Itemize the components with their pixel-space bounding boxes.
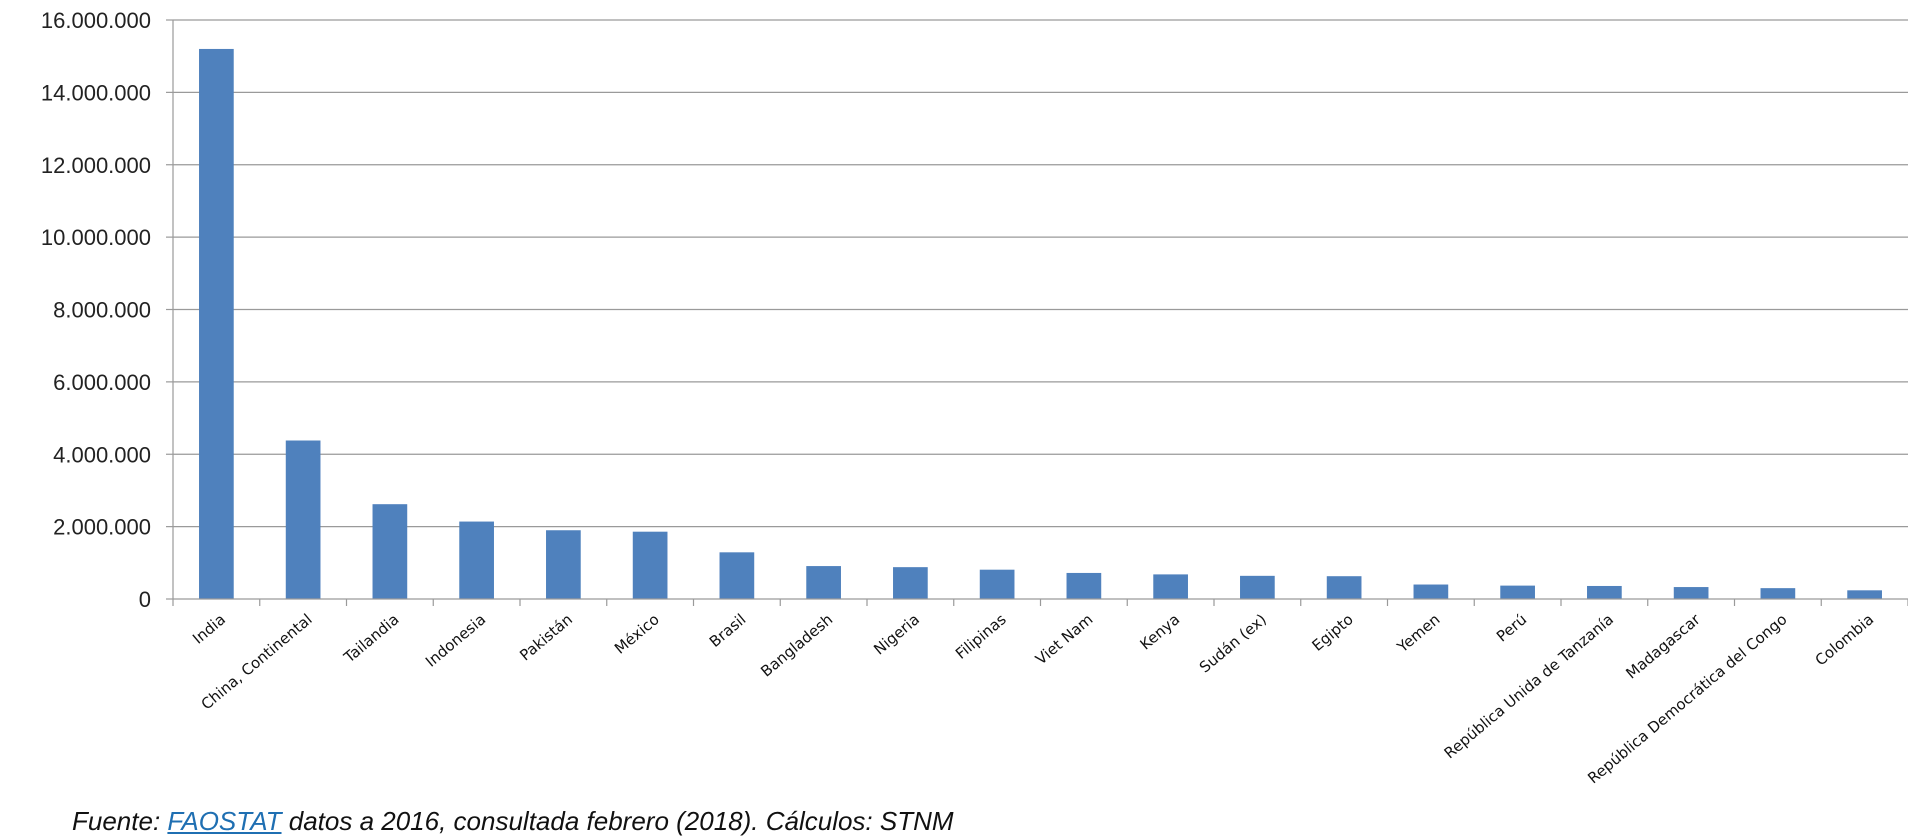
faostat-link[interactable]: FAOSTAT	[167, 806, 282, 836]
x-tick-label: Yemen	[1393, 610, 1443, 656]
x-tick-label: Madagascar	[1622, 610, 1704, 683]
x-tick-label: India	[189, 610, 229, 647]
bar	[1847, 590, 1882, 599]
x-tick-label: Kenya	[1136, 610, 1183, 653]
bar	[1587, 585, 1622, 599]
bar	[1240, 575, 1275, 599]
bar	[1760, 588, 1796, 599]
bar	[372, 504, 408, 599]
y-tick-label: 14.000.000	[41, 80, 151, 105]
bar	[1153, 574, 1188, 599]
gridlines	[173, 19, 1908, 528]
bars	[199, 48, 1882, 599]
x-tick-label: Colombia	[1812, 610, 1878, 669]
y-tick-label: 16.000.000	[41, 8, 151, 33]
bar	[285, 440, 321, 599]
x-tick-label: Bangladesh	[757, 610, 836, 680]
x-tick-label: México	[611, 610, 663, 657]
bar	[893, 567, 928, 599]
x-tick-label: Perú	[1493, 610, 1530, 645]
source-prefix: Fuente:	[72, 806, 168, 836]
bar	[1673, 587, 1709, 599]
bar	[199, 48, 234, 599]
x-tick-label: Tailandia	[340, 610, 403, 667]
y-tick-label: 8.000.000	[53, 298, 151, 323]
x-tick-label: Brasil	[706, 610, 750, 651]
x-tick-label: Indonesia	[422, 610, 489, 670]
bar	[1413, 584, 1449, 599]
x-tick-label: Pakistán	[516, 610, 576, 664]
y-tick-label: 0	[139, 587, 151, 612]
bar	[632, 531, 668, 599]
bar	[806, 566, 841, 599]
source-suffix: datos a 2016, consultada febrero (2018).…	[281, 806, 954, 836]
bar	[979, 569, 1015, 599]
y-axis: 0 2.000.000 4.000.000 6.000.000 8.000.000 10.…	[41, 8, 174, 612]
x-tick-label: Viet Nam	[1032, 610, 1096, 668]
bar	[459, 521, 494, 599]
x-tick-label: Filipinas	[952, 610, 1010, 663]
bar	[1066, 572, 1102, 599]
bar	[1326, 576, 1362, 599]
bar	[719, 552, 755, 599]
bar	[546, 530, 581, 599]
x-tick-label: Sudán (ex)	[1196, 610, 1270, 676]
source-note: Fuente: FAOSTAT datos a 2016, consultada…	[72, 806, 954, 837]
y-tick-label: 12.000.000	[41, 153, 151, 178]
bar	[1500, 585, 1535, 599]
x-tick-label: Egipto	[1309, 610, 1357, 654]
y-tick-label: 6.000.000	[53, 370, 151, 395]
x-tick-label: República Unida de Tanzanía	[1441, 610, 1617, 762]
y-tick-label: 2.000.000	[53, 515, 151, 540]
y-tick-label: 10.000.000	[41, 225, 151, 250]
x-tick-label: Nigeria	[870, 610, 923, 658]
y-tick-label: 4.000.000	[53, 442, 151, 467]
